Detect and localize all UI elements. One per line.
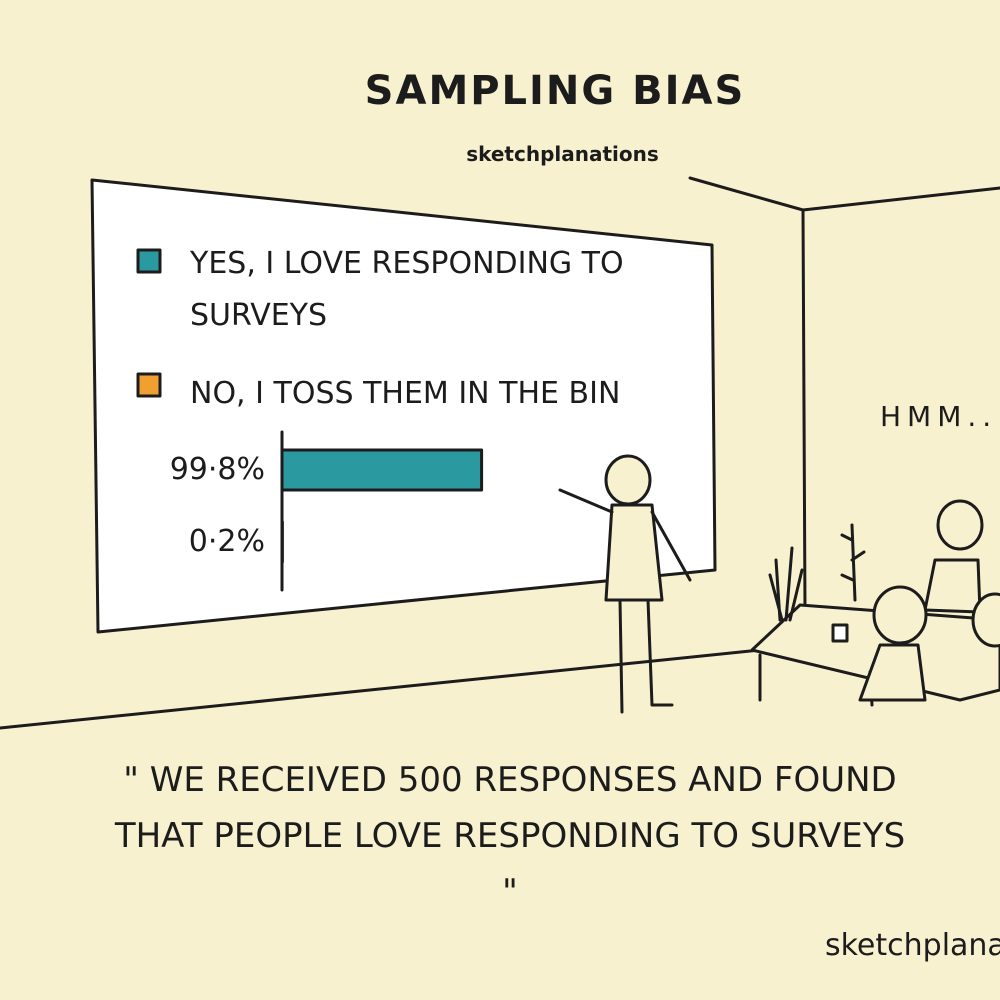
title: SAMPLING BIAS (364, 68, 746, 114)
presenter (558, 454, 692, 714)
ceiling-line (688, 176, 1000, 212)
audience (858, 499, 1000, 702)
caption: " WE RECEIVED 500 RESPONSES AND FOUND TH… (114, 760, 906, 912)
plants (768, 523, 866, 622)
presentation-board (90, 178, 717, 634)
brand: sketchplanations (466, 142, 659, 166)
legend-swatch (136, 248, 162, 274)
legend-label: NO, I TOSS THEM IN THE BIN (190, 376, 621, 411)
value-label: 0·2% (188, 524, 265, 559)
signature: sketchplanations (825, 928, 1000, 963)
legend-swatch (136, 372, 162, 398)
value-label: 99·8% (169, 452, 265, 487)
bar (280, 448, 484, 492)
speech: HMM... (880, 400, 1000, 433)
wall-corner (801, 208, 807, 612)
floor-line (0, 648, 762, 730)
legend-label: YES, I LOVE RESPONDING TO SURVEYS (190, 246, 624, 333)
